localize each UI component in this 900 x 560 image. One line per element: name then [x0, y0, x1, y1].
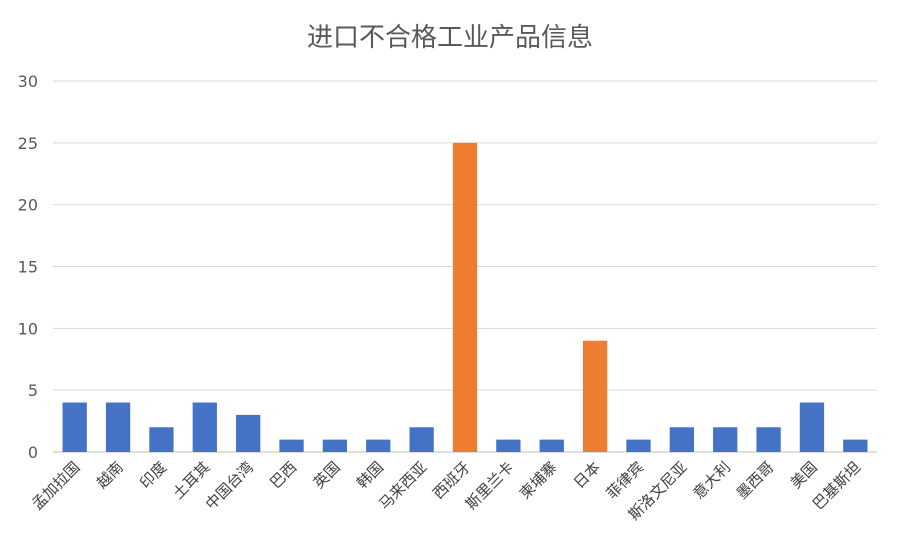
- bar: [843, 439, 868, 452]
- bar: [366, 439, 391, 452]
- bar: [756, 427, 781, 452]
- y-tick-label: 10: [18, 319, 38, 338]
- x-tick-label: 巴基斯坦: [809, 458, 864, 513]
- bar: [582, 340, 608, 452]
- x-tick-label: 孟加拉国: [28, 458, 83, 513]
- x-tick-label: 柬埔寨: [516, 458, 561, 503]
- bar: [496, 439, 521, 452]
- bar: [799, 402, 825, 452]
- bar: [669, 427, 694, 452]
- bar: [409, 427, 434, 452]
- bar: [452, 142, 478, 453]
- x-tick-label: 中国台湾: [202, 458, 257, 513]
- bar: [149, 427, 174, 452]
- x-tick-label: 墨西哥: [733, 458, 778, 503]
- bar: [713, 427, 738, 452]
- x-tick-label: 巴西: [266, 458, 300, 492]
- y-tick-label: 0: [28, 443, 38, 462]
- bar: [105, 402, 131, 452]
- x-tick-label: 日本: [570, 458, 604, 492]
- bars: [62, 142, 868, 453]
- x-tick-label: 马来西亚: [375, 458, 430, 513]
- bar: [322, 439, 348, 452]
- y-tick-label: 15: [18, 258, 38, 277]
- y-tick-label: 30: [18, 72, 38, 91]
- x-tick-label: 越南: [93, 458, 127, 492]
- x-tick-label: 斯里兰卡: [462, 458, 517, 513]
- x-tick-label: 美国: [787, 458, 821, 492]
- y-tick-label: 5: [28, 381, 38, 400]
- y-tick-label: 20: [18, 196, 38, 215]
- x-tick-label: 印度: [136, 458, 170, 492]
- y-axis-ticks: 0 5 10 15 20 25 30: [18, 72, 38, 462]
- bar: [192, 402, 217, 452]
- bar: [236, 414, 261, 452]
- bar: [62, 402, 87, 452]
- y-tick-label: 25: [18, 134, 38, 153]
- x-tick-label: 意大利: [689, 458, 734, 503]
- x-tick-label: 韩国: [353, 458, 387, 492]
- x-tick-label: 英国: [310, 458, 344, 492]
- bar: [539, 439, 564, 452]
- bar: [279, 439, 304, 452]
- bar: [626, 439, 651, 452]
- chart-title: 进口不合格工业产品信息: [307, 23, 593, 53]
